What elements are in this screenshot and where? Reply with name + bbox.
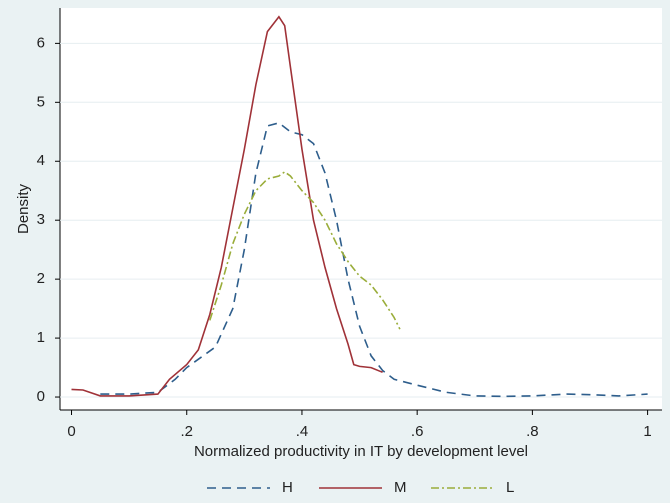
x-tick-label: .4 [296, 423, 309, 440]
x-tick-label: .2 [180, 423, 193, 440]
x-tick-label: 0 [67, 423, 75, 440]
series-line [100, 122, 648, 398]
y-tick-label: 6 [37, 34, 45, 51]
y-tick-label: 3 [37, 211, 45, 228]
x-tick-label: .8 [526, 423, 539, 440]
series-line [71, 15, 383, 397]
x-tick-label: 1 [643, 423, 651, 440]
y-tick-label: 2 [37, 270, 45, 287]
x-axis-title: Normalized productivity in IT by develop… [194, 443, 528, 460]
plot-area [60, 8, 662, 410]
y-tick-label: 4 [37, 152, 45, 169]
y-tick-label: 5 [37, 93, 45, 110]
legend-label: L [506, 479, 514, 496]
y-tick-label: 0 [37, 388, 45, 405]
series-line [209, 170, 401, 330]
y-axis-title: Density [15, 183, 32, 234]
x-tick-label: .6 [411, 423, 424, 440]
legend-label: M [394, 479, 407, 496]
legend-label: H [282, 479, 293, 496]
y-tick-label: 1 [37, 329, 45, 346]
